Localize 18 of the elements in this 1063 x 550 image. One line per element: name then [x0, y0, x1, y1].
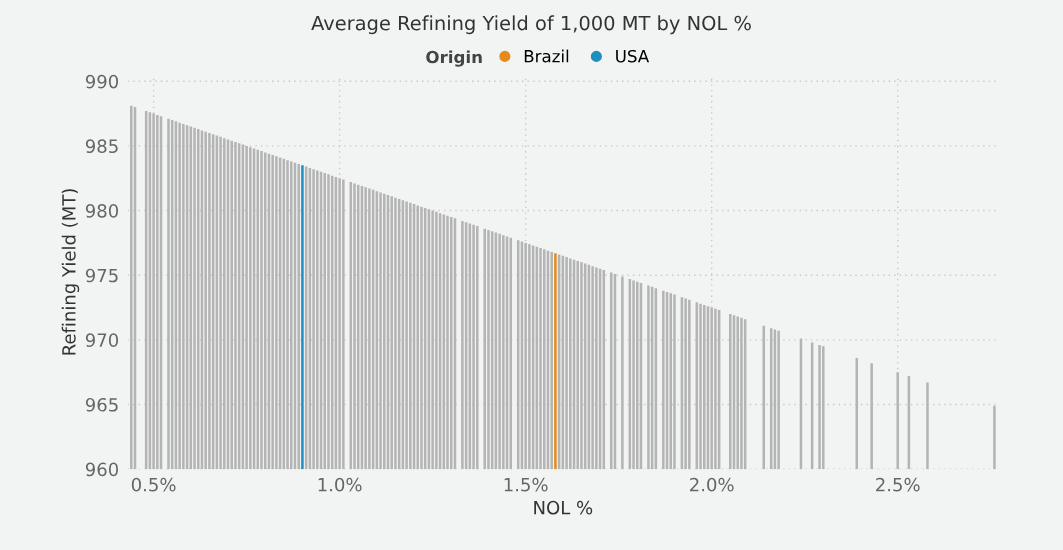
y-axis-title: Refining Yield (MT) [61, 189, 80, 355]
x-axis-title: NOL % [534, 500, 593, 515]
y-tick-label: 960 [85, 462, 119, 477]
y-tick-label: 970 [85, 333, 119, 347]
x-tick-label: 0.5% [131, 477, 176, 492]
y-tick-label: 965 [85, 397, 118, 412]
y-tick-label: 980 [85, 204, 119, 218]
legend-label: USA [616, 49, 650, 63]
y-tick-label: 985 [85, 139, 118, 154]
y-tick-label: 975 [85, 268, 118, 283]
y-tick-label: 990 [85, 74, 119, 89]
legend-title: Origin [426, 50, 482, 67]
x-tick-label: 1.0% [318, 477, 362, 492]
x-tick-label: 1.5% [504, 477, 548, 492]
legend-label: Brazil [524, 49, 569, 63]
x-tick-label: 2.5% [876, 477, 920, 492]
x-tick-label: 2.0% [690, 477, 734, 492]
chart-title: Average Refining Yield of 1,000 MT by NOL % [311, 15, 751, 35]
